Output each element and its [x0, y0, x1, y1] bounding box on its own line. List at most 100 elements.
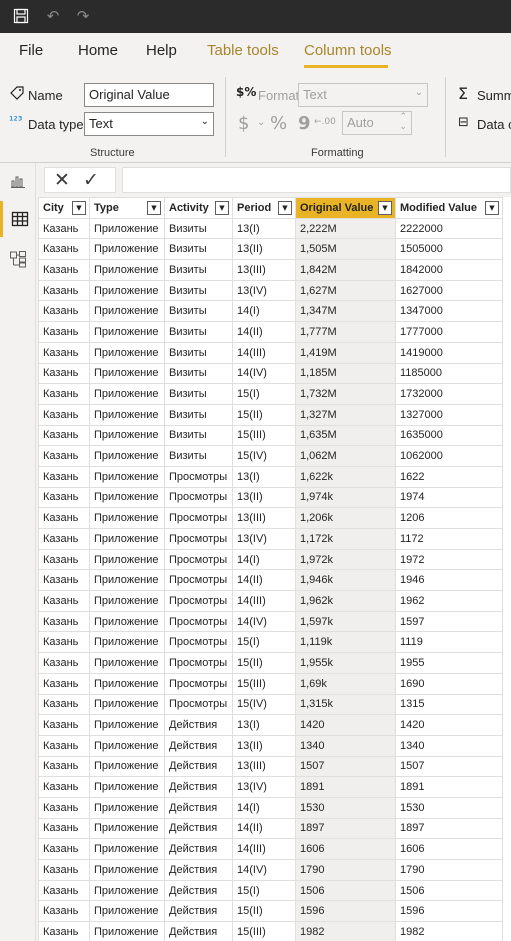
table-cell[interactable]: Казань [38, 569, 90, 592]
table-cell[interactable]: 2,222M [295, 217, 396, 240]
table-cell[interactable]: 1420 [395, 714, 503, 736]
table-cell[interactable]: 14(II) [232, 569, 296, 592]
table-cell[interactable]: Приложение [89, 383, 165, 405]
table-cell[interactable]: 1955 [395, 652, 503, 674]
table-cell[interactable]: Казань [38, 672, 90, 695]
table-cell[interactable]: Приложение [89, 755, 165, 778]
table-cell[interactable]: 15(I) [232, 879, 296, 902]
table-cell[interactable]: 13(II) [232, 486, 296, 509]
table-cell[interactable]: 1,962k [295, 590, 396, 612]
table-cell[interactable]: 1507 [295, 755, 396, 778]
table-cell[interactable]: 1,315k [295, 693, 396, 716]
percent-icon[interactable]: % [270, 113, 288, 134]
name-input[interactable]: Original Value [84, 83, 214, 107]
table-cell[interactable]: 13(I) [232, 465, 296, 488]
table-cell[interactable]: Казань [38, 383, 90, 405]
table-cell[interactable]: Казань [38, 817, 90, 840]
table-row[interactable]: Казань Приложение Просмотры 13(I) 1,622k 1622 [38, 465, 503, 488]
table-row[interactable]: Казань Приложение Просмотры 14(I) 1,972k 1972 [38, 548, 503, 571]
table-cell[interactable]: Приложение [89, 714, 165, 736]
table-cell[interactable]: 1506 [395, 879, 503, 902]
table-cell[interactable]: 13(IV) [232, 528, 296, 550]
table-cell[interactable]: Казань [38, 465, 90, 488]
table-cell[interactable]: 13(I) [232, 714, 296, 736]
table-cell[interactable]: 1,206k [295, 507, 396, 529]
table-cell[interactable]: 14(I) [232, 300, 296, 323]
table-cell[interactable]: Казань [38, 424, 90, 447]
table-cell[interactable]: Приложение [89, 610, 165, 633]
table-cell[interactable]: 1506 [295, 879, 396, 902]
decimal-places-stepper[interactable]: Auto ⌃ ⌄ [342, 111, 412, 135]
undo-icon[interactable]: ↶ [46, 7, 60, 25]
table-cell[interactable]: 2222000 [395, 217, 503, 240]
table-cell[interactable]: 1,955k [295, 652, 396, 674]
table-cell[interactable]: Визиты [164, 362, 233, 385]
table-cell[interactable]: 13(IV) [232, 279, 296, 302]
menu-home[interactable]: Home [78, 42, 119, 59]
table-row[interactable]: Казань Приложение Визиты 15(III) 1,635M 16350… [38, 424, 503, 447]
filter-dropdown-icon[interactable]: ▼ [278, 201, 292, 215]
table-row[interactable]: Казань Приложение Визиты 13(III) 1,842M 18420… [38, 259, 503, 281]
filter-dropdown-icon[interactable]: ▼ [147, 201, 161, 215]
table-cell[interactable]: Казань [38, 548, 90, 571]
table-cell[interactable]: 1790 [395, 859, 503, 881]
table-cell[interactable]: 15(II) [232, 403, 296, 426]
table-cell[interactable]: 1982 [295, 921, 396, 941]
table-cell[interactable]: Казань [38, 403, 90, 426]
formula-input[interactable] [122, 167, 511, 193]
table-cell[interactable]: 1622 [395, 465, 503, 488]
table-cell[interactable]: Приложение [89, 900, 165, 923]
table-cell[interactable]: 1,974k [295, 486, 396, 509]
table-cell[interactable]: 1732000 [395, 383, 503, 405]
table-cell[interactable]: 1347000 [395, 300, 503, 323]
table-cell[interactable]: Казань [38, 610, 90, 633]
table-cell[interactable]: 13(II) [232, 238, 296, 261]
table-cell[interactable]: Казань [38, 838, 90, 860]
table-cell[interactable]: 1,119k [295, 631, 396, 654]
table-row[interactable]: Казань Приложение Просмотры 15(IV) 1,315k 131… [38, 693, 503, 716]
table-cell[interactable]: Казань [38, 900, 90, 923]
table-cell[interactable]: 1891 [395, 776, 503, 798]
menu-file[interactable]: File [19, 42, 44, 59]
table-cell[interactable]: 1606 [295, 838, 396, 860]
table-cell[interactable]: 1,732M [295, 383, 396, 405]
table-cell[interactable]: 1606 [395, 838, 503, 860]
table-cell[interactable]: 1982 [395, 921, 503, 941]
filter-dropdown-icon[interactable]: ▼ [485, 201, 499, 215]
table-cell[interactable]: Приложение [89, 590, 165, 612]
table-cell[interactable]: Казань [38, 259, 90, 281]
table-row[interactable]: Казань Приложение Просмотры 15(II) 1,955k 195… [38, 652, 503, 674]
table-cell[interactable]: 1946 [395, 569, 503, 592]
model-view-icon[interactable] [0, 241, 36, 277]
table-cell[interactable]: 1891 [295, 776, 396, 798]
table-cell[interactable]: Казань [38, 279, 90, 302]
table-cell[interactable]: Приложение [89, 403, 165, 426]
table-cell[interactable]: 1,062M [295, 445, 396, 467]
table-cell[interactable]: Действия [164, 879, 233, 902]
data-category-label[interactable]: Data c [477, 117, 511, 132]
table-cell[interactable]: Приложение [89, 776, 165, 798]
table-cell[interactable]: Приложение [89, 279, 165, 302]
table-cell[interactable]: Приложение [89, 631, 165, 654]
table-row[interactable]: Казань Приложение Действия 14(IV) 1790 1790 [38, 859, 503, 881]
table-cell[interactable]: 1,842M [295, 259, 396, 281]
decimal-icon[interactable]: ←.00 [314, 117, 336, 127]
table-cell[interactable]: Визиты [164, 300, 233, 323]
table-row[interactable]: Казань Приложение Действия 15(III) 1982 1982 [38, 921, 503, 941]
table-cell[interactable]: Казань [38, 300, 90, 323]
table-cell[interactable]: 1,69k [295, 672, 396, 695]
table-cell[interactable]: 14(III) [232, 838, 296, 860]
table-cell[interactable]: 1340 [395, 734, 503, 757]
table-cell[interactable]: 1,622k [295, 465, 396, 488]
column-header-type[interactable]: Type ▼ [89, 197, 165, 219]
table-cell[interactable]: 1,419M [295, 341, 396, 364]
table-cell[interactable]: Приложение [89, 693, 165, 716]
redo-icon[interactable]: ↷ [76, 7, 90, 25]
table-cell[interactable]: Казань [38, 755, 90, 778]
table-cell[interactable]: Казань [38, 445, 90, 467]
table-row[interactable]: Казань Приложение Визиты 14(III) 1,419M 14190… [38, 341, 503, 364]
table-cell[interactable]: Казань [38, 590, 90, 612]
table-cell[interactable]: Просмотры [164, 548, 233, 571]
table-row[interactable]: Казань Приложение Визиты 15(I) 1,732M 1732000 [38, 383, 503, 405]
table-cell[interactable]: 14(IV) [232, 859, 296, 881]
